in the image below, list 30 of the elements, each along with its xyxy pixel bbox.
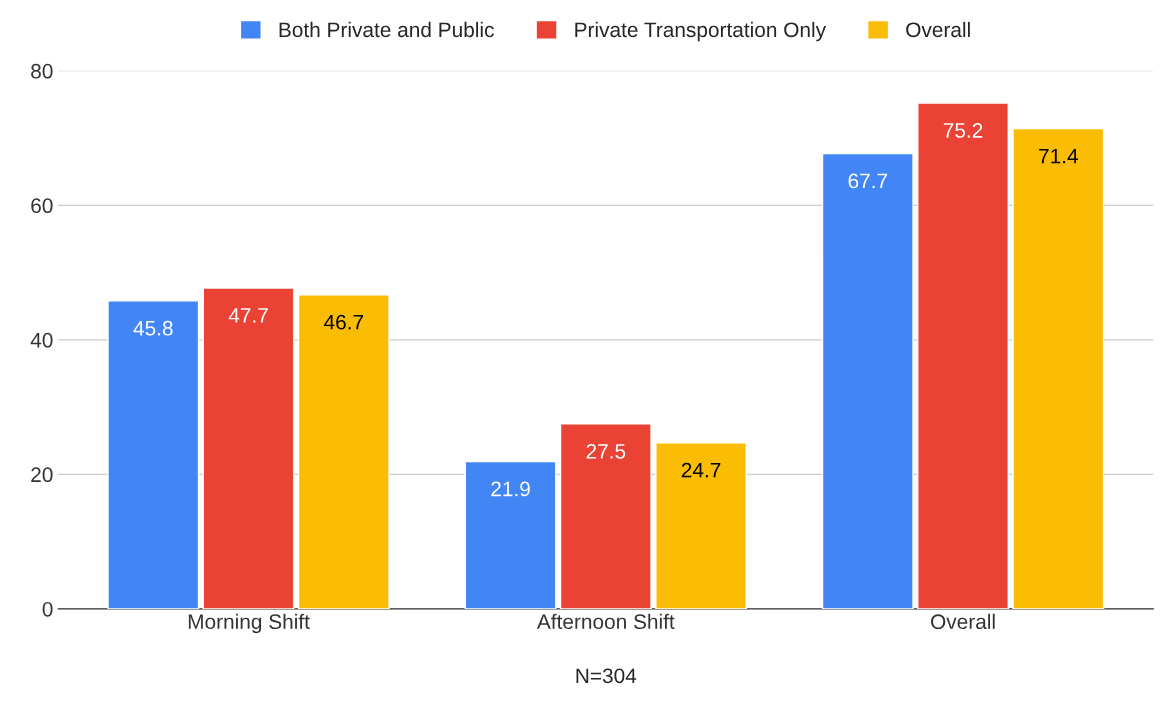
x-tick-label: Overall [931, 613, 995, 630]
x-tick-label: Morning Shift [188, 613, 310, 634]
data-label: 47.7 [228, 308, 268, 323]
data-label: 45.8 [133, 320, 173, 336]
data-label: 24.7 [681, 462, 721, 478]
bar [821, 152, 914, 609]
y-tick-label: 60 [31, 198, 53, 214]
data-label: 71.4 [1039, 148, 1078, 164]
bar [297, 294, 390, 609]
x-axis-title: N=304 [576, 668, 637, 684]
y-tick-label: 80 [31, 63, 53, 79]
data-label: 27.5 [586, 443, 626, 459]
y-tick-label: 20 [31, 467, 53, 483]
data-label: 46.7 [324, 314, 364, 330]
bar [202, 287, 295, 609]
bar [917, 102, 1010, 609]
bar [655, 442, 748, 609]
bar [107, 300, 200, 609]
legend-label: Private Transportation Only [575, 21, 827, 42]
data-label: 67.7 [848, 173, 888, 189]
data-label: 21.9 [491, 481, 530, 497]
legend-label: Overall [906, 21, 970, 38]
bar [559, 423, 652, 609]
y-tick-label: 40 [30, 332, 53, 348]
y-tick-label: 0 [42, 601, 53, 617]
data-label: 75.2 [943, 123, 983, 138]
bar [464, 460, 557, 609]
bar [1012, 127, 1105, 609]
x-tick-label: Afternoon Shift [536, 613, 675, 630]
legend-label: Both Private and Public [279, 21, 494, 38]
